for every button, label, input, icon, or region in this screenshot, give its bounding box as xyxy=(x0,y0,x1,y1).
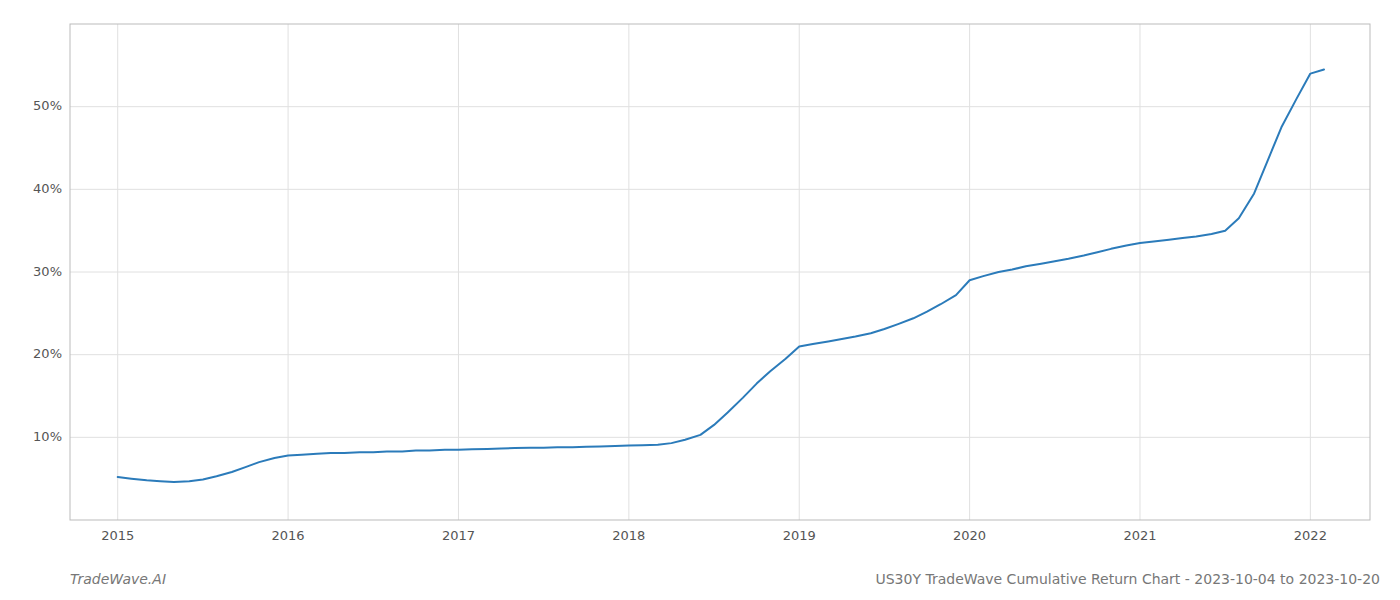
y-tick-label: 50% xyxy=(33,98,62,113)
x-tick-label: 2018 xyxy=(612,528,645,543)
grid-line-x xyxy=(288,24,289,520)
x-tick-label: 2022 xyxy=(1294,528,1327,543)
y-tick-label: 10% xyxy=(33,429,62,444)
plot-frame xyxy=(70,24,1370,520)
grid-line-y xyxy=(70,354,1370,355)
grid-line-y xyxy=(70,189,1370,190)
grid xyxy=(70,24,1370,520)
x-tick-label: 2016 xyxy=(272,528,305,543)
title: US30Y TradeWave Cumulative Return Chart … xyxy=(875,571,1380,587)
line xyxy=(118,69,1324,482)
ticks: 10% 20% 30% 40% 50% 2015 2016 2017 2018 2019 2020 2… xyxy=(33,98,1327,543)
watermark: TradeWave.AI xyxy=(70,571,166,587)
chart: 10% 20% 30% 40% 50% 2015 2016 2017 2018 2019 2020 2… xyxy=(0,0,1400,600)
grid-line-x xyxy=(1139,24,1140,520)
y-tick-label: 30% xyxy=(33,264,62,279)
grid-line-x xyxy=(458,24,459,520)
grid-line-y xyxy=(70,437,1370,438)
background xyxy=(0,0,1400,600)
x-tick-label: 2020 xyxy=(953,528,986,543)
x-tick-label: 2021 xyxy=(1123,528,1156,543)
grid-line-x xyxy=(117,24,118,520)
grid-line-y xyxy=(70,272,1370,273)
y-tick-label: 20% xyxy=(33,346,62,361)
x-tick-label: 2017 xyxy=(442,528,475,543)
series xyxy=(118,69,1324,482)
grid-line-x xyxy=(1310,24,1311,520)
x-tick-label: 2015 xyxy=(101,528,134,543)
x-tick-label: 2019 xyxy=(783,528,816,543)
grid-line-x xyxy=(969,24,970,520)
grid-line-x xyxy=(799,24,800,520)
y-tick-label: 40% xyxy=(33,181,62,196)
grid-line-y xyxy=(70,106,1370,107)
